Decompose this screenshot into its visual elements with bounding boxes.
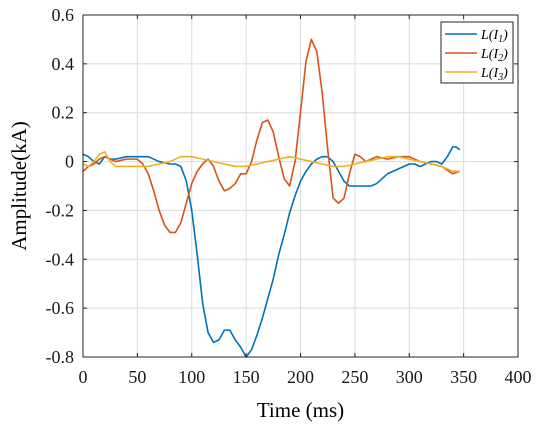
x-tick-label: 250 bbox=[341, 367, 368, 387]
y-tick-label: 0 bbox=[65, 152, 74, 172]
y-tick-labels: 0.6 0.4 0.2 0 -0.2 -0.4 -0.6 -0.8 bbox=[46, 5, 75, 367]
legend-label-subscript: 3 bbox=[497, 72, 503, 83]
x-tick-label: 300 bbox=[396, 367, 423, 387]
legend-label-tail: ) bbox=[502, 28, 508, 43]
legend-label-1: L(I1) bbox=[480, 28, 508, 45]
legend-label-base: L(I bbox=[480, 47, 499, 62]
y-tick-label: -0.4 bbox=[46, 249, 75, 269]
legend-label-tail: ) bbox=[502, 47, 508, 62]
x-tick-label: 50 bbox=[128, 367, 146, 387]
legend: L(I1)L(I2)L(I3) bbox=[440, 21, 514, 84]
legend-label-2: L(I2) bbox=[480, 47, 508, 64]
x-tick-label: 0 bbox=[79, 367, 88, 387]
legend-label-tail: ) bbox=[502, 66, 508, 81]
legend-label-base: L(I bbox=[480, 66, 499, 81]
y-tick-label: 0.2 bbox=[52, 103, 75, 123]
y-tick-label: -0.6 bbox=[46, 298, 75, 318]
x-tick-label: 100 bbox=[178, 367, 205, 387]
series-lines bbox=[82, 38, 461, 358]
legend-label-3: L(I3) bbox=[480, 66, 508, 83]
x-tick-label: 200 bbox=[287, 367, 314, 387]
series-line-2 bbox=[82, 38, 461, 234]
legend-label-base: L(I bbox=[480, 28, 499, 43]
axis-ticks bbox=[82, 14, 519, 358]
x-tick-labels: 0 50 100 150 200 250 300 350 400 bbox=[79, 367, 532, 387]
series-line-1 bbox=[82, 146, 461, 358]
y-tick-label: 0.6 bbox=[52, 5, 75, 25]
series-line-3 bbox=[82, 151, 461, 173]
x-tick-label: 400 bbox=[505, 367, 532, 387]
y-tick-label: -0.2 bbox=[46, 200, 75, 220]
y-tick-label: -0.8 bbox=[46, 347, 75, 367]
x-axis-title: Time (ms) bbox=[257, 398, 344, 422]
y-tick-label: 0.4 bbox=[52, 54, 75, 74]
x-tick-label: 350 bbox=[450, 367, 477, 387]
legend-label-subscript: 1 bbox=[498, 34, 503, 45]
y-axis-title: Amplitude(kA) bbox=[7, 121, 31, 250]
legend-label-subscript: 2 bbox=[498, 53, 503, 64]
x-tick-label: 150 bbox=[233, 367, 260, 387]
